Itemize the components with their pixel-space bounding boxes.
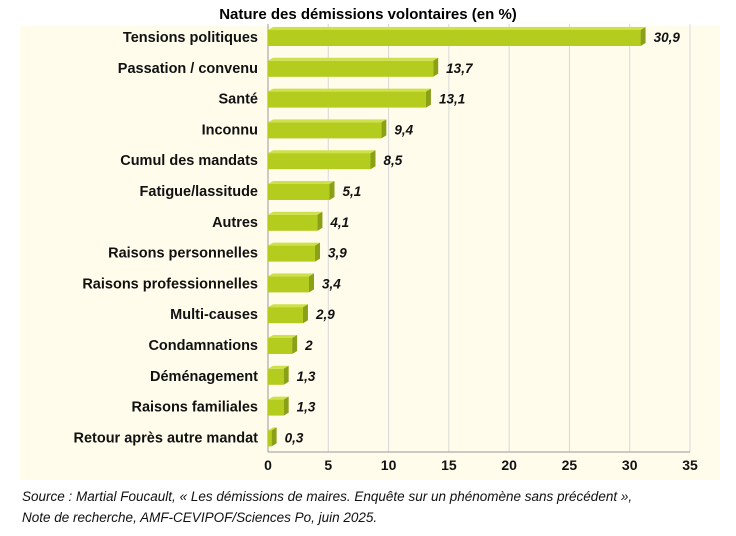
category-label-6: Autres [212, 215, 258, 231]
bar-side-2 [425, 88, 431, 108]
x-tick-label-0: 0 [264, 457, 272, 473]
bar-6 [268, 214, 318, 231]
bar-side-10 [292, 335, 298, 354]
bar-top-9 [268, 304, 308, 308]
bar-0 [268, 30, 641, 46]
bar-top-8 [268, 273, 314, 277]
bar-top-11 [268, 365, 289, 369]
x-tick-label-30: 30 [622, 457, 638, 473]
category-label-12: Raisons familiales [131, 400, 258, 416]
chart-title: Nature des démissions volontaires (en %) [219, 6, 517, 23]
bar-2 [268, 91, 426, 108]
value-label-0: 30,9 [654, 30, 681, 45]
bar-top-13 [268, 427, 277, 431]
value-label-11: 1,3 [297, 369, 316, 384]
bar-4 [268, 153, 371, 170]
category-label-0: Tensions politiques [123, 30, 258, 46]
bar-side-1 [433, 57, 439, 77]
value-label-3: 9,4 [394, 122, 413, 137]
value-label-6: 4,1 [329, 215, 349, 230]
bar-10 [268, 338, 293, 354]
value-label-9: 2,9 [315, 307, 335, 322]
x-tick-label-5: 5 [324, 457, 332, 473]
value-label-13: 0,3 [285, 430, 304, 445]
bar-top-4 [268, 150, 376, 154]
value-label-12: 1,3 [297, 400, 316, 415]
source-line-2: Note de recherche, AMF-CEVIPOF/Sciences … [22, 510, 378, 525]
bar-1 [268, 60, 434, 77]
bar-top-3 [268, 119, 387, 123]
bar-3 [268, 122, 382, 139]
bar-side-3 [381, 119, 387, 139]
x-tick-label-25: 25 [562, 457, 578, 473]
source-line-1: Source : Martial Foucault, « Les démissi… [22, 489, 633, 504]
x-tick-label-10: 10 [381, 457, 397, 473]
bar-side-12 [283, 396, 289, 416]
value-label-2: 13,1 [439, 92, 465, 107]
value-label-10: 2 [304, 338, 313, 353]
bar-side-5 [329, 181, 335, 200]
bar-5 [268, 184, 330, 200]
category-label-13: Retour après autre mandat [73, 430, 258, 446]
bar-top-1 [268, 57, 439, 61]
category-label-1: Passation / convenu [118, 61, 258, 77]
x-tick-label-35: 35 [682, 457, 698, 473]
bar-top-6 [268, 211, 323, 215]
value-label-1: 13,7 [446, 61, 474, 76]
bar-side-11 [283, 365, 289, 385]
category-label-11: Déménagement [150, 369, 258, 385]
bar-side-4 [370, 150, 376, 170]
category-label-7: Raisons personnelles [108, 246, 258, 262]
bar-8 [268, 276, 309, 293]
bar-top-0 [268, 27, 646, 30]
bar-7 [268, 245, 316, 262]
bar-side-8 [308, 273, 314, 293]
bar-9 [268, 307, 303, 324]
bar-top-2 [268, 88, 431, 92]
value-label-4: 8,5 [383, 153, 402, 168]
bar-side-9 [302, 304, 308, 324]
value-label-5: 5,1 [342, 184, 361, 199]
category-label-2: Santé [219, 92, 259, 108]
value-label-8: 3,4 [322, 276, 341, 291]
category-label-3: Inconnu [202, 122, 258, 138]
bar-side-0 [640, 27, 646, 46]
bar-11 [268, 368, 284, 385]
bar-top-5 [268, 181, 335, 184]
bar-side-13 [271, 427, 277, 447]
category-label-9: Multi-causes [170, 307, 258, 323]
category-label-10: Condamnations [148, 338, 258, 354]
bar-13 [268, 430, 272, 447]
x-tick-label-20: 20 [501, 457, 517, 473]
category-label-8: Raisons professionnelles [82, 276, 258, 292]
bar-top-12 [268, 396, 289, 400]
category-label-5: Fatigue/lassitude [140, 184, 258, 200]
source-note: Source : Martial Foucault, « Les démissi… [22, 486, 722, 528]
bar-side-6 [317, 211, 323, 231]
bar-12 [268, 399, 284, 416]
category-label-4: Cumul des mandats [120, 153, 258, 169]
value-label-7: 3,9 [328, 246, 347, 261]
bar-side-7 [315, 242, 321, 262]
x-tick-label-15: 15 [441, 457, 457, 473]
bar-top-7 [268, 242, 321, 246]
bar-top-10 [268, 335, 298, 338]
